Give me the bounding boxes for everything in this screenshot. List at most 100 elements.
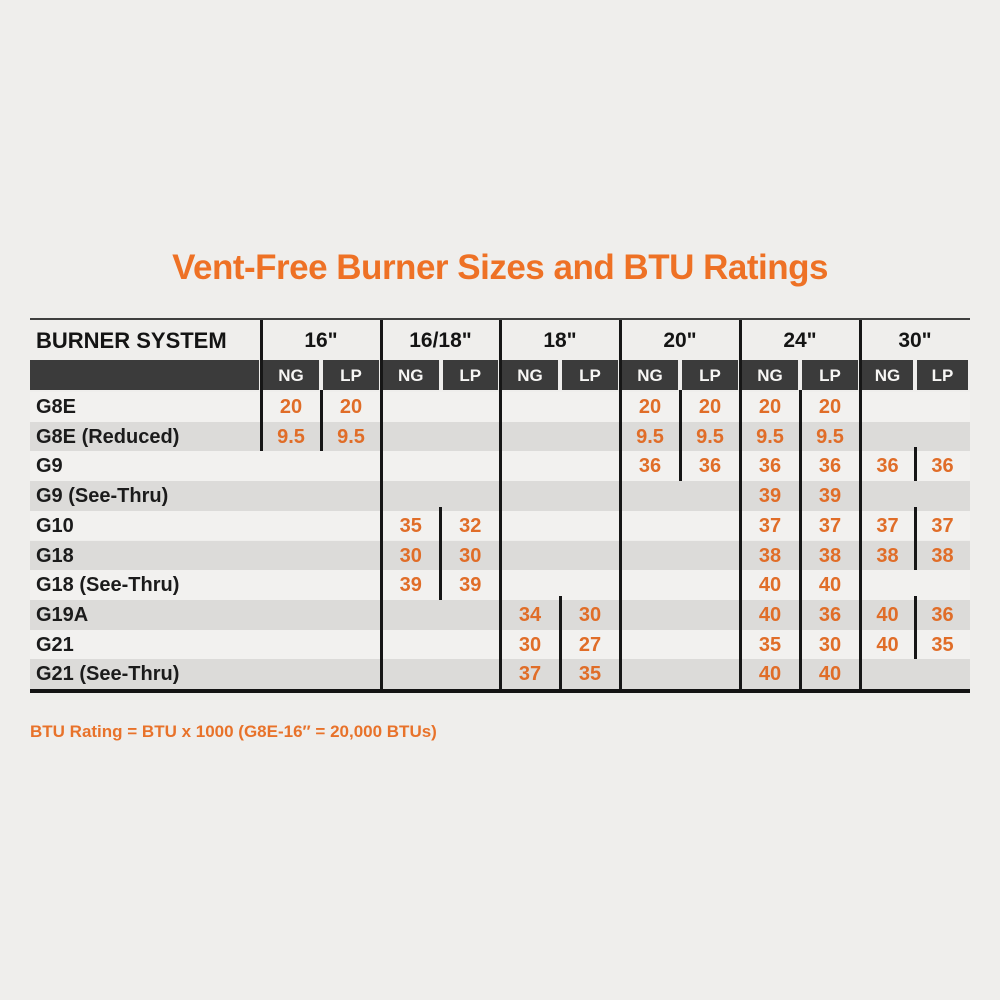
btu-value-cell: 34 <box>518 603 542 626</box>
gas-divider <box>913 595 917 660</box>
btu-value-cell: 37 <box>758 514 782 537</box>
btu-value-cell: 35 <box>399 514 422 537</box>
btu-value-cell: 30 <box>459 544 482 567</box>
gas-divider <box>798 390 802 689</box>
btu-value-cell: 37 <box>931 514 954 537</box>
btu-value-cell: 37 <box>518 663 542 686</box>
size-group-header: 18" <box>543 329 577 352</box>
btu-value-cell: 30 <box>578 603 602 626</box>
gas-divider <box>439 506 442 600</box>
column-divider <box>498 320 502 689</box>
btu-value-cell: 40 <box>876 603 899 626</box>
gas-type-header: LP <box>442 360 498 390</box>
size-group-header: 16" <box>304 329 338 352</box>
burner-system-label: G18 (See-Thru) <box>36 574 180 597</box>
gas-divider <box>319 390 323 452</box>
gas-type-header: NG <box>742 360 798 390</box>
btu-value-cell: 20 <box>818 396 842 418</box>
btu-value-cell: 36 <box>818 455 842 478</box>
gas-type-header: LP <box>323 360 379 390</box>
size-group-header: 30" <box>898 329 932 352</box>
gas-divider <box>913 447 917 482</box>
size-group-header: 16/18" <box>409 329 472 352</box>
btu-value-cell: 30 <box>818 633 842 656</box>
btu-value-cell: 35 <box>931 633 954 656</box>
btu-value-cell: 40 <box>818 663 842 686</box>
btu-value-cell: 37 <box>818 514 842 537</box>
btu-value-cell: 36 <box>758 455 782 478</box>
btu-value-cell: 20 <box>638 396 662 418</box>
btu-value-cell: 40 <box>758 663 782 686</box>
btu-value-cell: 36 <box>931 603 954 626</box>
gas-type-header: LP <box>682 360 738 390</box>
btu-value-cell: 20 <box>339 396 363 418</box>
btu-value-cell: 40 <box>758 603 782 626</box>
burner-system-label: G9 (See-Thru) <box>36 485 169 508</box>
btu-value-cell: 40 <box>876 633 899 656</box>
btu-value-cell: 35 <box>578 663 602 686</box>
size-group-header: 24" <box>783 329 817 352</box>
btu-value-cell: 9.5 <box>337 425 365 448</box>
btu-value-cell: 36 <box>818 603 842 626</box>
burner-system-label: G21 (See-Thru) <box>36 663 180 686</box>
btu-value-cell: 9.5 <box>696 425 724 448</box>
gas-type-header: LP <box>562 360 618 390</box>
gas-type-header: NG <box>502 360 558 390</box>
btu-value-cell: 9.5 <box>816 425 844 448</box>
btu-value-cell: 38 <box>818 544 842 567</box>
btu-value-cell: 38 <box>758 544 782 567</box>
btu-value-cell: 39 <box>459 574 482 597</box>
btu-value-cell: 35 <box>758 633 782 656</box>
burner-system-label: G8E <box>36 396 77 418</box>
btu-value-cell: 38 <box>876 544 899 567</box>
btu-value-cell: 30 <box>399 544 422 567</box>
gas-type-header: NG <box>383 360 439 390</box>
btu-value-cell: 30 <box>518 633 542 656</box>
btu-value-cell: 36 <box>698 455 722 478</box>
btu-value-cell: 38 <box>931 544 954 567</box>
btu-table: BURNER SYSTEM 16" 16/18" 18" 20" 24" 30" NG LP… <box>30 318 970 693</box>
page-title: Vent-Free Burner Sizes and BTU Ratings <box>172 248 828 287</box>
gas-divider <box>913 506 917 571</box>
table-footnote: BTU Rating = BTU x 1000 (G8E-16″ = 20,00… <box>30 722 437 741</box>
btu-value-cell: 9.5 <box>756 425 784 448</box>
btu-value-cell: 40 <box>818 574 842 597</box>
column-divider <box>738 320 742 689</box>
btu-value-cell: 20 <box>758 396 782 418</box>
size-header-row: BURNER SYSTEM 16" 16/18" 18" 20" 24" 30" <box>30 320 970 360</box>
btu-value-cell: 36 <box>638 455 662 478</box>
gas-type-header: NG <box>862 360 913 390</box>
gas-divider <box>558 595 562 689</box>
burner-system-label: G21 <box>36 633 74 656</box>
column-divider <box>379 320 383 689</box>
btu-value-cell: 40 <box>758 574 782 597</box>
gas-type-header: LP <box>802 360 858 390</box>
btu-value-cell: 27 <box>578 633 602 656</box>
burner-system-label: G18 <box>36 544 74 567</box>
btu-value-cell: 39 <box>818 485 842 508</box>
burner-system-label: G19A <box>36 603 89 626</box>
btu-value-cell: 32 <box>459 514 482 537</box>
btu-value-cell: 9.5 <box>636 425 664 448</box>
btu-value-cell: 39 <box>758 485 782 508</box>
column-divider <box>259 320 263 452</box>
size-group-header: 20" <box>663 329 697 352</box>
gas-type-header: NG <box>263 360 319 390</box>
gas-header-spacer <box>30 360 259 390</box>
gas-divider <box>678 390 682 482</box>
btu-value-cell: 9.5 <box>277 425 305 448</box>
btu-value-cell: 36 <box>876 455 899 478</box>
btu-value-cell: 37 <box>876 514 899 537</box>
btu-value-cell: 20 <box>279 396 303 418</box>
gas-type-header-row: NG LP NG LP NG LP NG LP NG LP NG LP <box>30 360 970 392</box>
btu-value-cell: 20 <box>698 396 722 418</box>
burner-system-label: G10 <box>36 514 74 537</box>
column-divider <box>618 320 622 689</box>
burner-system-header: BURNER SYSTEM <box>36 328 227 353</box>
column-divider <box>858 320 862 689</box>
btu-value-cell: 36 <box>931 455 954 478</box>
btu-value-cell: 39 <box>399 574 422 597</box>
burner-system-label: G8E (Reduced) <box>36 425 180 448</box>
gas-type-header: LP <box>917 360 968 390</box>
